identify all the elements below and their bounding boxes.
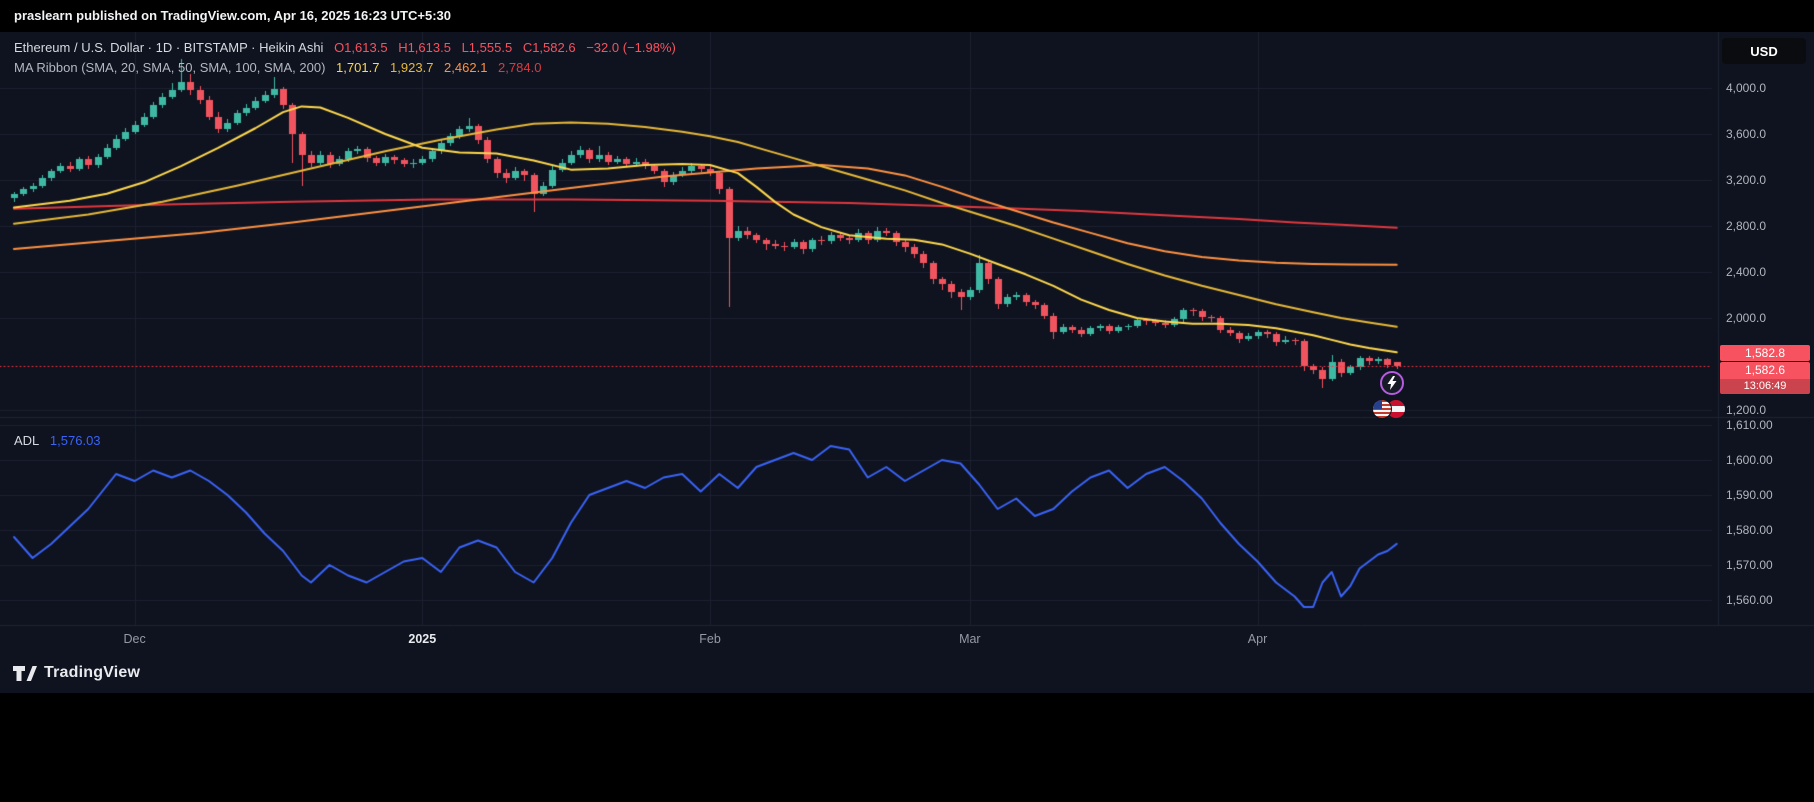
adl-title: ADL xyxy=(14,433,40,448)
sma50-value: 1,923.7 xyxy=(390,60,434,75)
price-axis-label: 3,600.0 xyxy=(1726,127,1767,141)
adl-value: 1,576.03 xyxy=(49,433,101,448)
last-price-value: 1,582.6 xyxy=(1744,363,1786,377)
price-axis-label: 4,000.0 xyxy=(1726,81,1767,95)
price-axis-label: 2,800.0 xyxy=(1726,219,1767,233)
adl-axis-label: 1,560.00 xyxy=(1726,593,1773,607)
price-axis-label: 3,200.0 xyxy=(1726,173,1767,187)
time-axis-label: Mar xyxy=(959,632,981,646)
event-flags-icon[interactable] xyxy=(1372,398,1408,420)
symbol-title: Ethereum / U.S. Dollar · 1D · BITSTAMP ·… xyxy=(14,40,324,55)
high-value: H1,613.5 xyxy=(398,40,451,55)
sma200-value: 2,784.0 xyxy=(498,60,542,75)
sma20-value: 1,701.7 xyxy=(336,60,380,75)
tradingview-wordmark: TradingView xyxy=(44,664,141,681)
price-chart-canvas[interactable] xyxy=(0,32,1814,693)
time-axis-label: Feb xyxy=(699,632,721,646)
close-value: C1,582.6 xyxy=(522,40,576,55)
time-axis[interactable]: Dec 2025 Feb Mar Apr xyxy=(0,625,1814,655)
symbol-legend[interactable]: Ethereum / U.S. Dollar · 1D · BITSTAMP ·… xyxy=(14,40,683,55)
bar-countdown: 13:06:49 xyxy=(1720,379,1810,394)
tradingview-logo-icon xyxy=(13,665,37,681)
adl-legend[interactable]: ADL 1,576.03 xyxy=(14,433,108,448)
last-price-badge: 1,582.6 13:06:49 xyxy=(1720,362,1810,394)
ma-ribbon-title: MA Ribbon (SMA, 20, SMA, 50, SMA, 100, S… xyxy=(14,60,326,75)
ha-close-price-badge: 1,582.8 xyxy=(1720,345,1810,361)
publish-bar: praslearn published on TradingView.com, … xyxy=(0,0,1814,32)
open-value: O1,613.5 xyxy=(334,40,388,55)
chart-container: Ethereum / U.S. Dollar · 1D · BITSTAMP ·… xyxy=(0,32,1814,693)
adl-axis-label: 1,580.00 xyxy=(1726,523,1773,537)
adl-axis-label: 1,600.00 xyxy=(1726,453,1773,467)
flash-event-icon[interactable] xyxy=(1380,371,1404,395)
adl-axis-label: 1,570.00 xyxy=(1726,558,1773,572)
price-axis-label: 1,200.0 xyxy=(1726,403,1767,417)
price-axis-label: 2,400.0 xyxy=(1726,265,1767,279)
adl-axis-label: 1,610.00 xyxy=(1726,418,1773,432)
currency-usd-button[interactable]: USD xyxy=(1722,38,1806,64)
flag-canton xyxy=(1373,400,1382,409)
time-axis-label: 2025 xyxy=(408,632,437,646)
adl-axis-label: 1,590.00 xyxy=(1726,488,1773,502)
time-axis-label: Apr xyxy=(1247,632,1268,646)
price-axis-label: 2,000.0 xyxy=(1726,311,1767,325)
sma100-value: 2,462.1 xyxy=(444,60,488,75)
lightning-bolt-icon xyxy=(1387,376,1397,390)
tradingview-brand[interactable]: TradingView xyxy=(12,660,140,686)
publish-info-text: praslearn published on TradingView.com, … xyxy=(14,8,451,23)
ma-ribbon-legend[interactable]: MA Ribbon (SMA, 20, SMA, 50, SMA, 100, S… xyxy=(14,60,548,75)
low-value: L1,555.5 xyxy=(461,40,513,55)
us-flag-icon xyxy=(1372,399,1392,419)
time-axis-label: Dec xyxy=(123,632,146,646)
change-value: −32.0 (−1.98%) xyxy=(586,40,676,55)
